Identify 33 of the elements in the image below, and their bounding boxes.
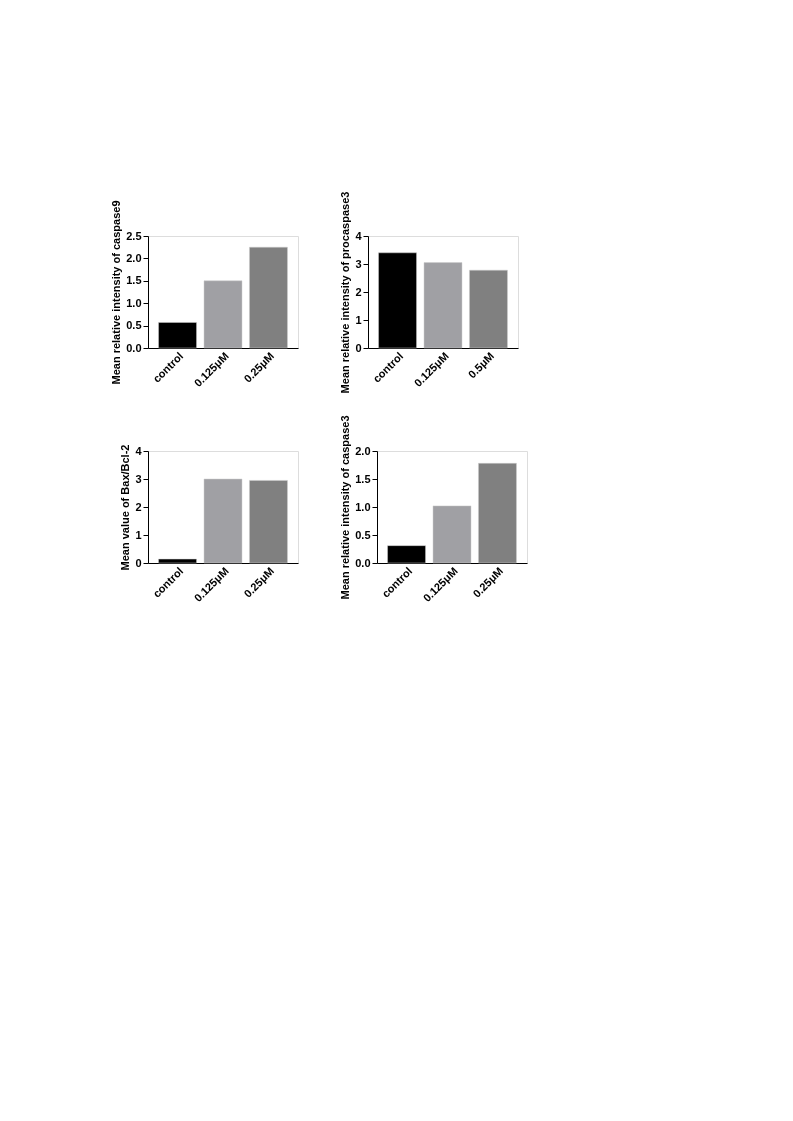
y-tick-label: 1 <box>355 313 362 326</box>
y-tick-label: 0 <box>355 341 362 354</box>
y-tick-label: 0.0 <box>355 556 371 569</box>
bar <box>249 246 288 349</box>
y-axis-title: Mean relative intensity of caspase3 <box>339 415 352 600</box>
y-tick-label: 0 <box>135 556 142 569</box>
y-axis-title: Mean relative intensity of procaspase3 <box>339 191 352 394</box>
y-tick-label: 0.5 <box>355 528 371 541</box>
bar <box>469 269 508 349</box>
y-tick-label: 4 <box>135 444 143 457</box>
bar <box>432 505 472 564</box>
y-tick-label: 1 <box>135 528 142 541</box>
y-tick-label: 1.0 <box>355 500 371 513</box>
y-axis-title: Mean relative intensity of caspase9 <box>110 200 123 385</box>
bar <box>423 262 463 349</box>
y-tick-label: 2.0 <box>355 444 371 457</box>
bar <box>203 280 243 349</box>
y-tick-label: 3 <box>355 257 362 270</box>
y-tick-label: 0.5 <box>126 319 142 332</box>
y-tick-label: 1.0 <box>126 296 142 309</box>
y-tick-label: 1.5 <box>126 274 142 287</box>
y-tick-label: 2.5 <box>126 229 142 242</box>
bar <box>249 480 288 564</box>
y-tick-label: 0.0 <box>126 341 142 354</box>
bar <box>478 463 517 564</box>
y-tick-label: 2 <box>355 285 362 298</box>
y-tick-label: 1.5 <box>355 472 371 485</box>
y-tick-label: 2.0 <box>126 251 142 264</box>
bar <box>203 478 243 564</box>
y-tick-label: 2 <box>135 500 142 513</box>
y-tick-label: 3 <box>135 472 142 485</box>
y-axis-title: Mean value of Bax/Bcl-2 <box>119 444 132 571</box>
y-tick-label: 4 <box>355 229 363 242</box>
